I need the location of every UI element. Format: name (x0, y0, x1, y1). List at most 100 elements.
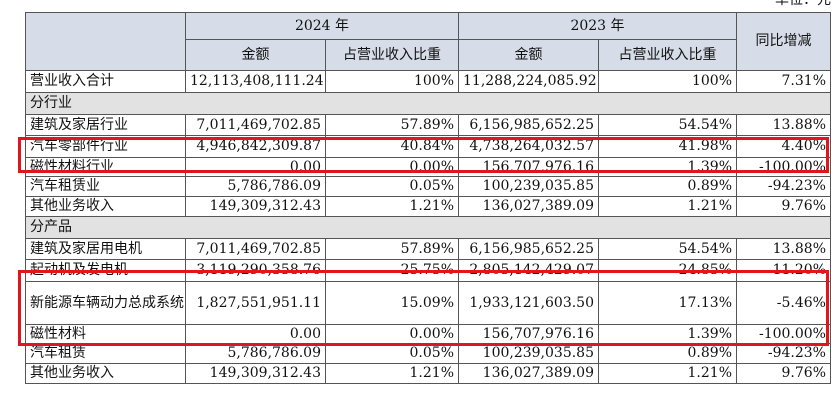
amount-2023: 156,707,976.16 (458, 157, 599, 177)
ratio-2024: 57.89% (325, 238, 459, 260)
amount-2023: 6,156,985,652.25 (458, 114, 599, 136)
amount-2023: 156,707,976.16 (458, 324, 599, 344)
yoy-change: -94.23% (736, 176, 831, 197)
ratio-2024: 25.75% (325, 259, 459, 282)
amount-2023: 4,738,264,032.57 (458, 135, 599, 158)
yoy-change: -94.23% (736, 343, 831, 364)
ratio-2023: 41.98% (598, 135, 737, 158)
row-label: 汽车租赁 (25, 343, 186, 364)
amount-2024: 0.00 (185, 324, 326, 344)
ratio-2024: 40.84% (325, 135, 459, 158)
ratio-2023: 54.54% (598, 114, 737, 136)
row-label: 营业收入合计 (25, 70, 186, 93)
ratio-2023: 54.54% (598, 238, 737, 260)
amount-2024: 149,309,312.43 (185, 363, 326, 384)
yoy-change: 13.88% (736, 114, 831, 136)
row-label: 其他业务收入 (25, 196, 186, 217)
amount-2023: 100,239,035.85 (458, 176, 599, 197)
ratio-2023: 1.39% (598, 324, 737, 344)
ratio-2024: 15.09% (325, 281, 459, 325)
yoy-change: -5.46% (736, 281, 831, 325)
row-label: 其他业务收入 (25, 363, 186, 384)
ratio-2024: 100% (325, 70, 459, 93)
ratio-2024: 1.21% (325, 196, 459, 217)
amount-2024: 149,309,312.43 (185, 196, 326, 217)
ratio-2023: 17.13% (598, 281, 737, 325)
row-label: 新能源车辆动力总成系统 (25, 281, 186, 325)
row-label: 建筑及家居行业 (25, 114, 186, 136)
section-title-product: 分产品 (25, 216, 831, 239)
amount-2024: 7,011,469,702.85 (185, 238, 326, 260)
ratio-2023: 1.21% (598, 363, 737, 384)
amount-2023: 1,933,121,603.50 (458, 281, 599, 325)
ratio-2023: 1.39% (598, 157, 737, 177)
yoy-change: 9.76% (736, 363, 831, 384)
yoy-change: 13.88% (736, 238, 831, 260)
header-amount-2024: 金额 (185, 39, 326, 71)
table-row: 磁性材料 0.00 0.00% 156,707,976.16 1.39% -10… (25, 324, 831, 344)
amount-2024: 0.00 (185, 157, 326, 177)
ratio-2024: 0.05% (325, 176, 459, 197)
yoy-change: 4.40% (736, 135, 831, 158)
amount-2024: 3,119,290,358.76 (185, 259, 326, 282)
unit-note: 单位：元 (775, 0, 831, 8)
section-row-product: 分产品 (25, 216, 831, 239)
amount-2024: 5,786,786.09 (185, 343, 326, 364)
amount-2024: 7,011,469,702.85 (185, 114, 326, 136)
header-row-years: 2024 年 2023 年 同比增减 (25, 12, 831, 71)
section-title-industry: 分行业 (25, 92, 831, 115)
table-row: 建筑及家居行业 7,011,469,702.85 57.89% 6,156,98… (25, 114, 831, 136)
amount-2023: 11,288,224,085.92 (458, 70, 599, 93)
table-row: 其他业务收入 149,309,312.43 1.21% 136,027,389.… (25, 196, 831, 217)
table-row: 汽车零部件行业 4,946,842,309.87 40.84% 4,738,26… (25, 135, 831, 158)
row-label: 起动机及发电机 (25, 259, 186, 282)
ratio-2023: 24.85% (598, 259, 737, 282)
row-label: 汽车零部件行业 (25, 135, 186, 158)
table-row: 起动机及发电机 3,119,290,358.76 25.75% 2,805,14… (25, 259, 831, 282)
yoy-change: -100.00% (736, 157, 831, 177)
ratio-2024: 0.00% (325, 157, 459, 177)
revenue-table: 2024 年 2023 年 同比增减 金额 占营业收入比重 金额 占营业收入比重… (25, 12, 831, 384)
header-yoy: 同比增减 (736, 12, 831, 71)
row-label: 建筑及家居用电机 (25, 238, 186, 260)
amount-2023: 136,027,389.09 (458, 196, 599, 217)
amount-2023: 100,239,035.85 (458, 343, 599, 364)
amount-2024: 12,113,408,111.24 (185, 70, 326, 93)
amount-2024: 1,827,551,951.11 (185, 281, 326, 325)
total-row: 营业收入合计 12,113,408,111.24 100% 11,288,224… (25, 70, 831, 93)
header-blank-cell (25, 12, 186, 71)
header-year-2024: 2024 年 (185, 12, 459, 40)
header-ratio-2023: 占营业收入比重 (598, 39, 737, 71)
ratio-2024: 57.89% (325, 114, 459, 136)
amount-2024: 5,786,786.09 (185, 176, 326, 197)
header-row-columns: 金额 占营业收入比重 金额 占营业收入比重 (26, 39, 831, 71)
yoy-change: 7.31% (736, 70, 831, 93)
table-row: 汽车租赁业 5,786,786.09 0.05% 100,239,035.85 … (25, 176, 831, 197)
header-ratio-2024: 占营业收入比重 (325, 39, 459, 71)
ratio-2023: 100% (598, 70, 737, 93)
yoy-change: -100.00% (736, 324, 831, 344)
table-row: 其他业务收入 149,309,312.43 1.21% 136,027,389.… (25, 363, 831, 384)
ratio-2023: 0.89% (598, 176, 737, 197)
ratio-2023: 0.89% (598, 343, 737, 364)
section-row-industry: 分行业 (25, 92, 831, 115)
ratio-2024: 1.21% (325, 363, 459, 384)
amount-2023: 6,156,985,652.25 (458, 238, 599, 260)
amount-2024: 4,946,842,309.87 (185, 135, 326, 158)
amount-2023: 136,027,389.09 (458, 363, 599, 384)
header-amount-2023: 金额 (458, 39, 599, 71)
table-row: 建筑及家居用电机 7,011,469,702.85 57.89% 6,156,9… (25, 238, 831, 260)
table-row: 新能源车辆动力总成系统 1,827,551,951.11 15.09% 1,93… (25, 281, 831, 325)
table-row: 汽车租赁 5,786,786.09 0.05% 100,239,035.85 0… (25, 343, 831, 364)
ratio-2024: 0.00% (325, 324, 459, 344)
table-row: 磁性材料行业 0.00 0.00% 156,707,976.16 1.39% -… (25, 157, 831, 177)
row-label: 汽车租赁业 (25, 176, 186, 197)
header-year-2023: 2023 年 (458, 12, 737, 40)
yoy-change: 9.76% (736, 196, 831, 217)
row-label: 磁性材料 (25, 324, 186, 344)
yoy-change: 11.20% (736, 259, 831, 282)
ratio-2024: 0.05% (325, 343, 459, 364)
ratio-2023: 1.21% (598, 196, 737, 217)
amount-2023: 2,805,142,429.07 (458, 259, 599, 282)
row-label: 磁性材料行业 (25, 157, 186, 177)
